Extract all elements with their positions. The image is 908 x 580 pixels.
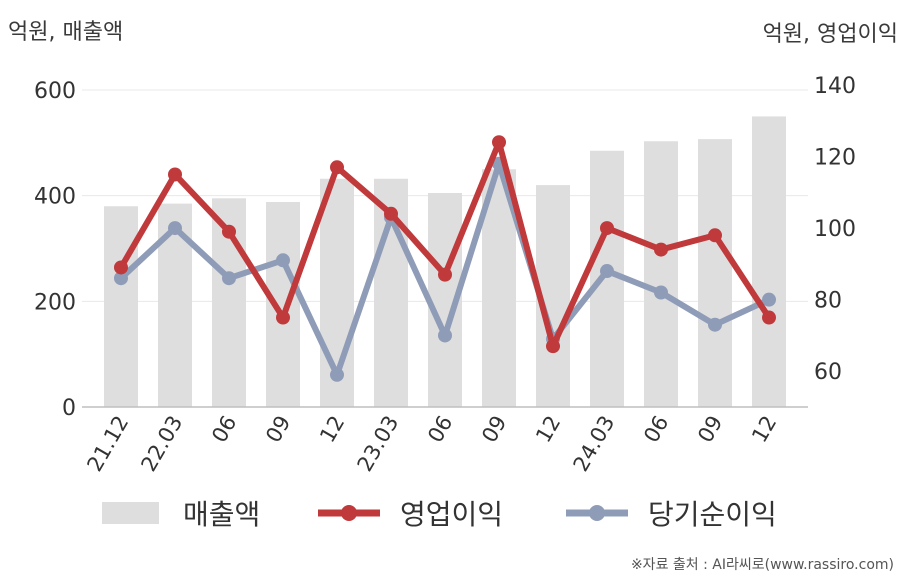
series-point [168, 221, 182, 236]
sales-bar [590, 150, 624, 407]
left-tick-label: 600 [34, 79, 76, 104]
x-tick-label: 06 [423, 412, 457, 447]
x-tick-label: 23.03 [352, 412, 403, 476]
series-point [330, 367, 344, 382]
x-tick-label: 22.03 [136, 412, 187, 476]
sales-bar [104, 206, 138, 407]
series-point [600, 264, 614, 279]
x-axis-ticks: 21.12 22.03 06 09 12 23.03 06 09 12 24.03 06 09 12 [82, 412, 781, 476]
series-point [438, 328, 452, 343]
right-tick-label: 120 [814, 146, 856, 171]
x-tick-label: 12 [531, 412, 565, 447]
sales-bar [266, 202, 300, 407]
sales-bars [104, 116, 786, 408]
series-point [762, 292, 776, 307]
left-tick-label: 0 [62, 396, 76, 421]
x-tick-label: 06 [207, 412, 241, 447]
series-point [600, 221, 614, 236]
right-axis-ticks: 60 80 100 120 140 [814, 74, 856, 385]
series-point [492, 135, 506, 150]
left-tick-label: 400 [34, 185, 76, 210]
sales-bar [698, 139, 732, 407]
x-tick-label: 12 [315, 412, 349, 447]
series-point [276, 253, 290, 268]
right-tick-label: 60 [814, 360, 842, 385]
series-point [114, 260, 128, 275]
legend-marker [589, 505, 605, 521]
x-tick-label: 09 [477, 412, 511, 447]
x-tick-label: 06 [639, 412, 673, 447]
x-tick-label: 24.03 [568, 412, 619, 476]
legend-label: 매출액 [183, 498, 260, 531]
x-tick-label: 21.12 [82, 412, 133, 476]
right-tick-label: 80 [814, 289, 842, 314]
legend-label: 당기순이익 [648, 498, 777, 531]
series-point [276, 310, 290, 325]
left-axis-unit: 억원, 매출액 [8, 20, 124, 45]
legend-marker [341, 505, 357, 521]
legend-bar-swatch [102, 502, 159, 524]
x-tick-label: 09 [261, 412, 295, 447]
series-point [222, 271, 236, 286]
series-point [384, 206, 398, 221]
sales-bar [644, 141, 678, 407]
right-axis-unit: 억원, 영업이익 [762, 22, 898, 47]
sales-bar [752, 116, 786, 408]
series-point [708, 317, 722, 332]
x-tick-label: 12 [747, 412, 781, 447]
legend-label: 영업이익 [400, 498, 503, 531]
right-tick-label: 140 [814, 74, 856, 99]
series-point [762, 310, 776, 325]
series-point [222, 224, 236, 239]
series-point [114, 271, 128, 286]
left-axis-ticks: 0 200 400 600 [34, 79, 76, 421]
series-point [330, 160, 344, 175]
source-note: ※자료 출처 : AI라씨로(www.rassiro.com) [630, 557, 894, 573]
series-point [438, 267, 452, 282]
series-point [654, 242, 668, 257]
legend: 매출액 영업이익 당기순이익 [102, 498, 777, 531]
profit-lines [114, 135, 776, 382]
series-point [546, 339, 560, 354]
right-tick-label: 100 [814, 217, 856, 242]
x-tick-label: 09 [693, 412, 727, 447]
series-point [708, 228, 722, 243]
left-tick-label: 200 [34, 290, 76, 315]
series-point [168, 167, 182, 182]
series-point [654, 285, 668, 300]
